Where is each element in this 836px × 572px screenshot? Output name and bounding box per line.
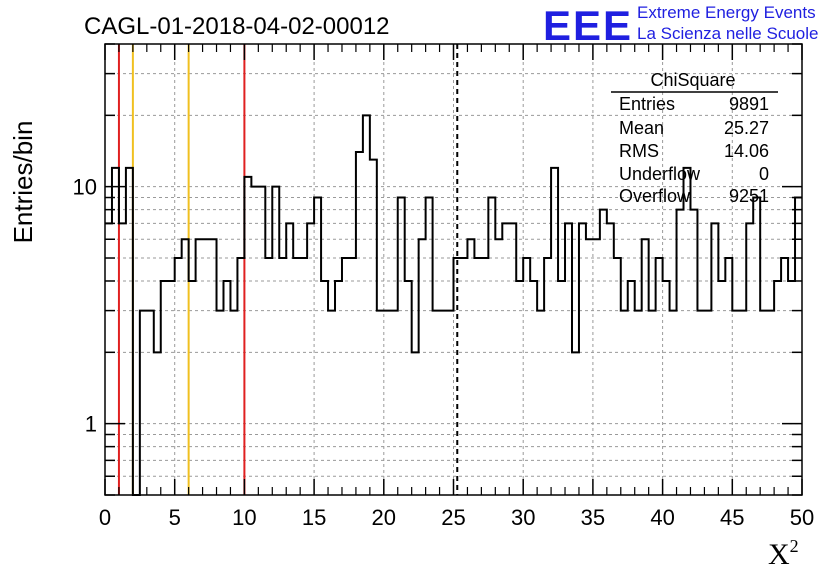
eee-logo-mark: EEE — [543, 2, 633, 49]
stat-label-overflow: Overflow — [619, 186, 691, 206]
x-tick-label: 5 — [169, 505, 181, 530]
y-tick-label: 10 — [73, 175, 97, 200]
stats-box: ChiSquare Entries 9891 Mean 25.27 RMS 14… — [611, 70, 778, 206]
x-axis-label-base: X — [768, 538, 790, 571]
stat-label-entries: Entries — [619, 94, 675, 114]
x-tick-label: 30 — [511, 505, 535, 530]
stat-label-rms: RMS — [619, 141, 659, 161]
x-tick-label: 15 — [302, 505, 326, 530]
stat-value-underflow: 0 — [759, 164, 769, 184]
x-tick-label: 40 — [650, 505, 674, 530]
stat-value-overflow: 9251 — [729, 186, 769, 206]
stat-value-rms: 14.06 — [724, 141, 769, 161]
stat-value-mean: 25.27 — [724, 118, 769, 138]
axis-ticks — [104, 43, 803, 496]
eee-logo: EEE Extreme Energy Events La Scienza nel… — [543, 2, 818, 49]
x-tick-label: 45 — [720, 505, 744, 530]
x-tick-label: 25 — [441, 505, 465, 530]
x-tick-label: 20 — [372, 505, 396, 530]
x-tick-label: 35 — [581, 505, 605, 530]
chart-title: CAGL-01-2018-04-02-00012 — [84, 13, 390, 40]
y-tick-label: 1 — [85, 412, 97, 437]
logo-line-1: Extreme Energy Events — [637, 3, 816, 22]
x-tick-label: 0 — [99, 505, 111, 530]
x-tick-label: 50 — [790, 505, 814, 530]
stat-label-mean: Mean — [619, 118, 664, 138]
grid-lines — [105, 44, 802, 495]
x-axis-label-superscript: 2 — [790, 536, 799, 556]
stat-label-underflow: Underflow — [619, 164, 701, 184]
x-axis-label: X2 — [768, 536, 799, 571]
y-axis-label: Entries/bin — [8, 121, 38, 244]
stat-value-entries: 9891 — [729, 94, 769, 114]
histogram-line — [105, 114, 802, 496]
axis-tick-labels: 0 5 10 15 20 25 30 35 40 45 50 1 10 — [73, 175, 815, 530]
x-tick-label: 10 — [232, 505, 256, 530]
stats-box-title: ChiSquare — [650, 70, 735, 90]
logo-line-2: La Scienza nelle Scuole — [637, 24, 818, 43]
